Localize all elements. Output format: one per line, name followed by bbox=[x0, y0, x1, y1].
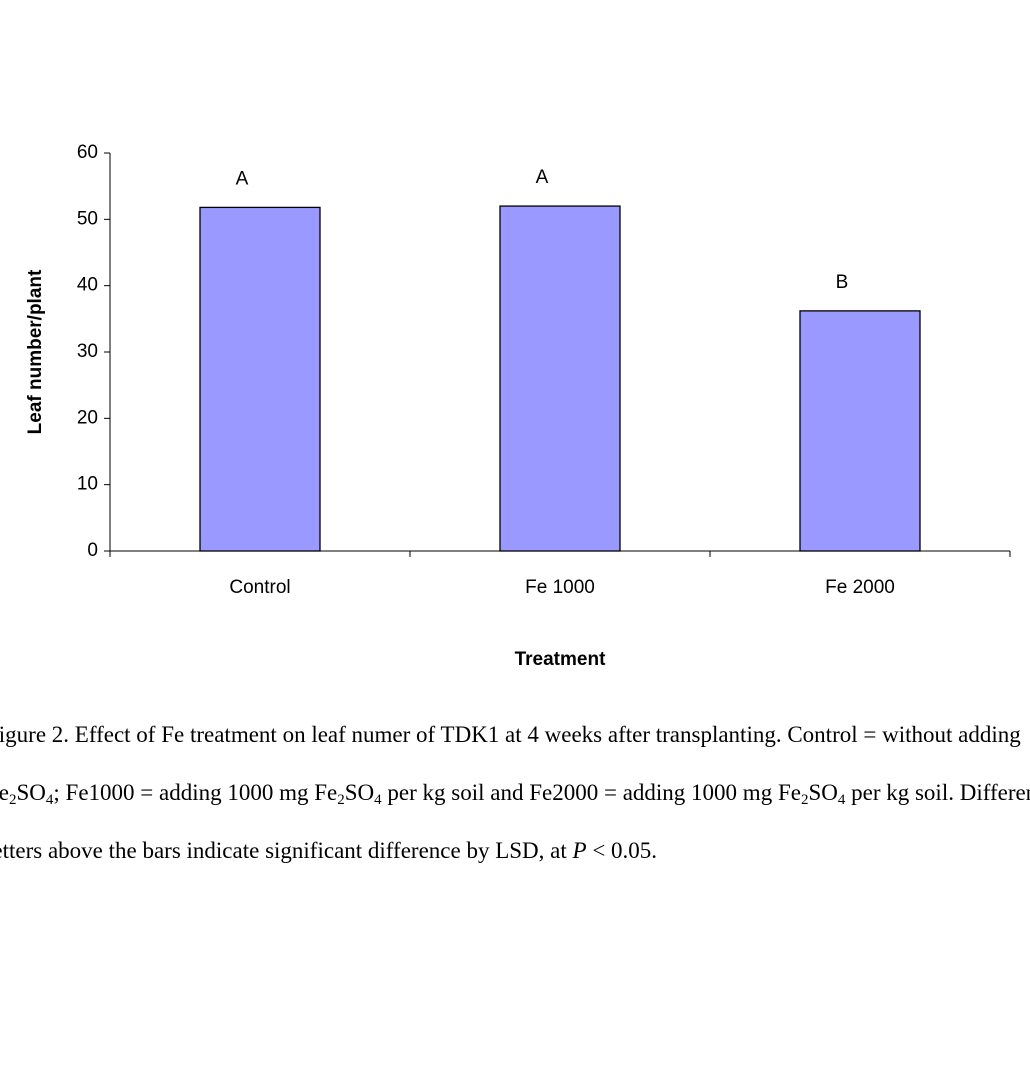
y-tick-label: 0 bbox=[87, 540, 98, 561]
caption-text: 4 bbox=[374, 792, 382, 808]
y-tick-label: 60 bbox=[77, 142, 98, 163]
y-tick-label: 20 bbox=[77, 407, 98, 428]
figure-caption: Figure 2. Effect of Fe treatment on leaf… bbox=[0, 706, 1030, 880]
x-tick-label: Control bbox=[229, 577, 290, 598]
caption-text: SO bbox=[344, 780, 375, 805]
bar bbox=[799, 310, 921, 552]
caption-text: 2 bbox=[800, 792, 809, 808]
y-axis-title: Leaf number/plant bbox=[25, 269, 46, 434]
caption-text: 2 bbox=[337, 792, 345, 808]
caption-text: SO bbox=[808, 780, 838, 805]
caption-text: SO bbox=[16, 780, 46, 805]
bar bbox=[199, 206, 321, 552]
caption-text: < 0.05. bbox=[586, 838, 658, 863]
x-tick-label: Fe 1000 bbox=[525, 577, 595, 598]
x-tick-label: Fe 2000 bbox=[825, 577, 895, 598]
x-axis-title: Treatment bbox=[515, 649, 606, 670]
caption-text: per kg soil. Different letters above the… bbox=[0, 780, 1030, 863]
y-tick-label: 30 bbox=[77, 341, 98, 362]
bar bbox=[499, 205, 621, 552]
caption-text: ; Fe1000 = adding 1000 mg Fe bbox=[53, 780, 338, 805]
caption-text: Figure 2. Effect of Fe treatment on leaf… bbox=[0, 722, 1021, 805]
caption-text: per kg soil and Fe2000 = adding 1000 mg … bbox=[381, 780, 801, 805]
caption-text: 4 bbox=[837, 792, 846, 808]
y-tick-label: 10 bbox=[77, 474, 98, 495]
chart: Leaf number/plant Treatment 0 10 20 30 40 50 6… bbox=[25, 142, 1011, 670]
caption-text: 2 bbox=[9, 792, 17, 808]
significance-letter: B bbox=[836, 272, 849, 293]
caption-text: P bbox=[572, 838, 587, 863]
y-tick-label: 40 bbox=[77, 275, 98, 296]
significance-letter: A bbox=[236, 168, 249, 189]
y-tick-label: 50 bbox=[77, 208, 98, 229]
caption-text: 4 bbox=[45, 792, 54, 808]
significance-letter: A bbox=[536, 167, 549, 188]
